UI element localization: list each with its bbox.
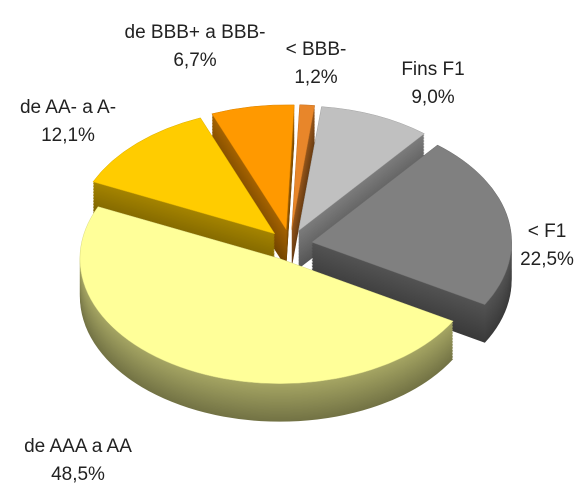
slice-side xyxy=(291,106,315,232)
slice-side xyxy=(291,135,315,261)
slice-side xyxy=(291,115,315,241)
slice-side xyxy=(291,118,315,244)
slice xyxy=(79,206,454,422)
category-label: < BBB- xyxy=(286,39,347,60)
slice-side xyxy=(291,141,315,267)
slice xyxy=(92,117,276,272)
slice-side xyxy=(291,117,315,243)
category-label: de AAA a AA xyxy=(24,436,132,457)
slice-side xyxy=(291,123,315,249)
category-label: < F1 xyxy=(528,221,567,242)
slice-side xyxy=(291,111,315,237)
category-label: Fins F1 xyxy=(401,59,464,80)
slice-top xyxy=(92,117,276,235)
value-label: 12,1% xyxy=(41,125,95,146)
value-label: 1,2% xyxy=(294,67,337,88)
slice-top xyxy=(79,206,454,384)
slice-side xyxy=(291,136,315,262)
slice-side xyxy=(291,121,315,247)
slice-side xyxy=(291,130,315,256)
slice-side xyxy=(291,127,315,253)
value-label: 6,7% xyxy=(173,50,216,71)
slice-top xyxy=(311,144,512,305)
slice-side xyxy=(291,133,315,259)
slice-side xyxy=(291,139,315,265)
value-label: 22,5% xyxy=(520,249,574,270)
category-label: de BBB+ a BBB- xyxy=(125,22,266,43)
slice-top xyxy=(298,106,425,232)
slice-side xyxy=(291,132,315,258)
slice-side xyxy=(291,114,315,240)
slice-side xyxy=(291,126,315,252)
value-label: 48,5% xyxy=(51,464,105,485)
slice-side xyxy=(291,129,315,255)
slice-top xyxy=(211,104,295,231)
slice-side xyxy=(291,109,315,235)
slice-side xyxy=(291,124,315,250)
slice xyxy=(311,144,512,343)
slice-top xyxy=(291,104,315,230)
slice xyxy=(291,104,315,268)
category-label: de AA- a A- xyxy=(20,97,116,118)
slice-side xyxy=(291,138,315,264)
slice-side xyxy=(291,112,315,238)
slice-side xyxy=(291,120,315,246)
value-label: 9,0% xyxy=(411,87,454,108)
slice-side xyxy=(291,108,315,234)
